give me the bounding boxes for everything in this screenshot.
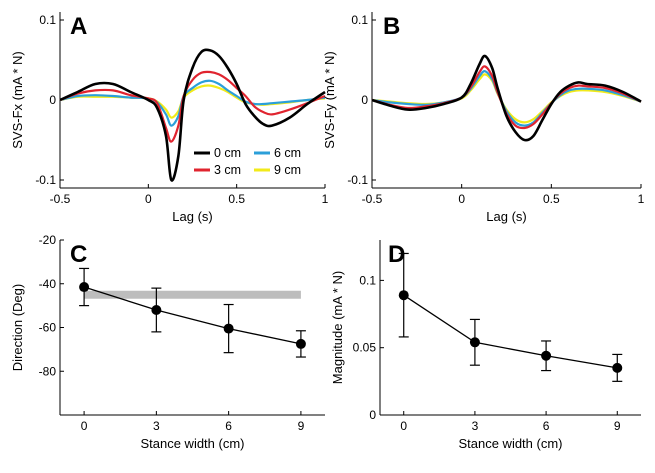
panel-c: 0 3 6 9 -20 -40 -60 -80 Stance width (cm) Directi…: [10, 233, 325, 451]
panel-label: C: [70, 241, 87, 268]
x-tick-label: 6: [543, 419, 550, 433]
y-axis-label: SVS-Fy (mA * N): [322, 51, 337, 149]
data-point: [151, 305, 162, 315]
series-line-6-cm: [59, 79, 326, 127]
series-line: [403, 294, 618, 369]
x-axis-label: Lag (s): [172, 209, 212, 224]
y-tick-label: -80: [39, 364, 57, 378]
panel-d: 0 3 6 9 0 0.05 0.1 Stance width (cm) Magnitude (…: [330, 240, 641, 451]
x-tick-label: 3: [153, 419, 160, 433]
y-tick-label: 0: [49, 93, 56, 107]
y-tick-label: 0.1: [39, 13, 56, 27]
series-line-0-cm: [371, 54, 642, 142]
panel-label: D: [388, 241, 405, 268]
y-axis-label: Magnitude (mA * N): [330, 271, 345, 384]
y-tick-label: -40: [39, 277, 57, 291]
x-tick-label: 0: [81, 419, 88, 433]
panel-b: -0.5 0 0.5 1 -0.1 0 0.1 Lag (s) SVS-Fy (mA * N) B: [322, 12, 645, 224]
x-tick-label: 9: [614, 419, 621, 433]
y-tick-label: -60: [39, 321, 57, 335]
data-point: [612, 362, 623, 373]
x-tick-label: 6: [225, 419, 232, 433]
x-tick-label: 3: [472, 419, 479, 433]
x-tick-label: 1: [322, 192, 329, 206]
y-tick-label: 0.1: [351, 13, 368, 27]
data-point: [541, 350, 552, 361]
x-tick-label: 0: [400, 419, 407, 433]
x-tick-label: 0: [145, 192, 152, 206]
series-line-0-cm: [59, 48, 326, 182]
y-tick-label: -20: [39, 233, 57, 247]
data-point: [295, 338, 306, 349]
legend-entry: 6 cm: [274, 146, 301, 160]
data-point: [79, 282, 90, 293]
legend-entry: 9 cm: [274, 163, 301, 177]
x-tick-label: 1: [638, 192, 645, 206]
x-tick-label: 0.5: [543, 192, 560, 206]
x-axis-label: Stance width (cm): [140, 436, 244, 451]
data-point: [223, 323, 234, 334]
panel-label: A: [70, 13, 87, 40]
y-axis-label: Direction (Deg): [10, 284, 25, 371]
x-axis-label: Lag (s): [486, 209, 526, 224]
panel-a: -0.5 0 0.5 1 -0.1 0 0.1 Lag (s) SVS-Fx (mA * N) A…: [10, 12, 329, 224]
y-tick-label: 0: [361, 93, 368, 107]
series-line: [83, 286, 302, 345]
x-axis-label: Stance width (cm): [458, 436, 562, 451]
y-tick-label: 0.1: [359, 273, 376, 287]
legend-entry: 3 cm: [214, 163, 241, 177]
data-point: [398, 290, 409, 301]
x-tick-label: -0.5: [50, 192, 71, 206]
y-axis-label: SVS-Fx (mA * N): [10, 51, 25, 149]
x-tick-label: 9: [298, 419, 305, 433]
data-point: [469, 337, 480, 348]
x-tick-label: -0.5: [362, 192, 383, 206]
series-line-3-cm: [59, 70, 326, 143]
panel-label: B: [383, 13, 400, 40]
y-tick-label: -0.1: [347, 173, 368, 187]
y-tick-label: 0: [369, 408, 376, 422]
legend-entry: 0 cm: [214, 146, 241, 160]
x-tick-label: 0.5: [228, 192, 245, 206]
y-tick-label: 0.05: [353, 341, 377, 355]
y-tick-label: -0.1: [35, 173, 56, 187]
x-tick-label: 0: [458, 192, 465, 206]
